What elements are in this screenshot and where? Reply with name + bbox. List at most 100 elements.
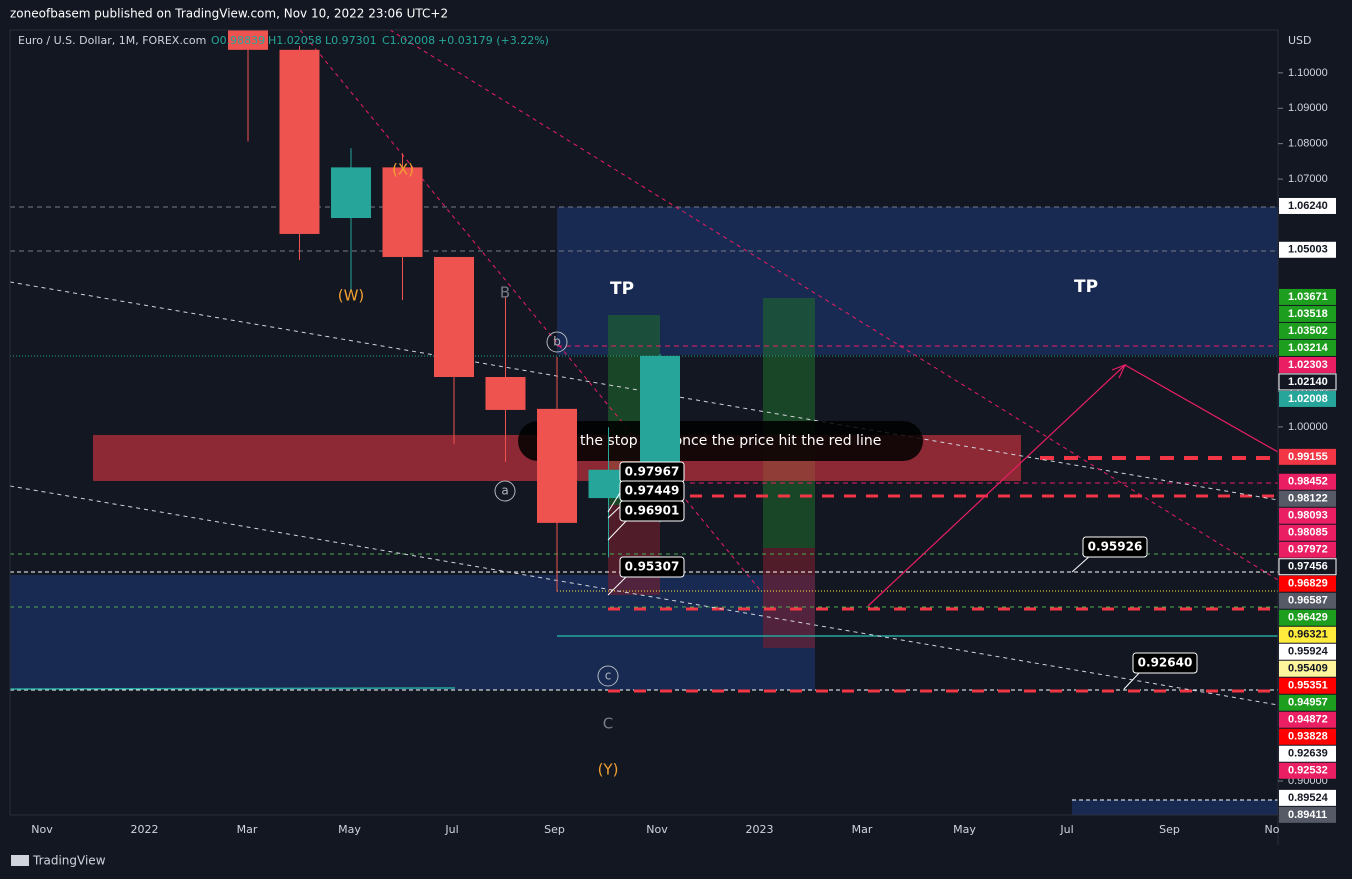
candle-body [640,355,680,465]
zone [1072,800,1278,815]
x-tick-label: Mar [237,823,258,836]
x-tick-label: No [1265,823,1280,836]
price-label-box [1279,490,1336,507]
wave-circle [494,480,516,502]
drawings [10,30,1278,801]
y-tick-label: 1.07000 [1288,173,1328,185]
price-label: 0.89411 [1288,809,1327,821]
callout-pointer [1071,554,1092,573]
price-label: 0.95924 [1288,646,1329,658]
price-label-box [1279,592,1336,609]
price-label: 0.99155 [1288,451,1328,463]
callout-pointer [1123,670,1142,690]
price-label: 0.95351 [1288,680,1328,692]
price-label: 0.98122 [1288,493,1328,505]
plot-area: the stop loss once the price hit the red… [10,30,1278,815]
demand-zone [10,575,815,690]
callout-pointer [607,574,629,596]
x-tick-label: Nov [31,823,53,836]
ohlc-high: H1.02058 [268,34,322,47]
wave-label: a [501,484,508,498]
candle-body [228,30,268,50]
price-label: 0.92532 [1288,765,1328,777]
published: zoneofbasem published on TradingView.com… [10,7,448,21]
price-label-box [1279,694,1336,711]
callout-pointer [607,518,629,541]
price-label-box [1279,728,1336,745]
price-label-box [1279,575,1336,592]
price-label: 0.96829 [1288,578,1328,590]
wave-label: TP [610,279,634,299]
wave-label: (W) [338,287,365,305]
wave-label: TP [1074,277,1098,297]
x-tick-label: May [338,823,361,836]
price-label-box [1278,373,1337,391]
price-label-box [1279,241,1336,258]
price-label-box [1279,473,1336,490]
candle-body [485,377,526,410]
price-label-box [1279,507,1336,524]
y-tick-label: 1.00000 [1288,421,1328,433]
frame [9,29,1279,816]
x-tick-label: Jul [1059,823,1073,836]
callout-text: 0.95307 [625,560,680,574]
candle-body [382,167,423,257]
price-label-box [1279,677,1336,694]
long-stop [763,548,815,648]
price-label: 0.96429 [1288,612,1328,624]
price-label-box [1279,448,1336,465]
price-label-box [1279,711,1336,728]
price-label: 1.02303 [1288,359,1328,371]
note-text: the stop loss once the price hit the red… [580,433,881,449]
wave-label: C [603,715,613,733]
trend-line [10,485,1278,706]
price-label-box [1279,288,1336,305]
callout-box [1082,536,1148,558]
price-label-box [1279,762,1336,779]
candles [228,30,680,592]
x-tick-label: Nov [646,823,668,836]
ohlc-open: O0.98839 [211,34,265,47]
callout-box [1132,652,1198,674]
x-tick-label: Jul [444,823,458,836]
wave-circle [597,665,619,687]
wave-circle [546,331,568,353]
y-tick-label: 1.09000 [1288,102,1328,114]
callout-text: 0.97967 [625,465,680,479]
price-label: 0.98093 [1288,510,1328,522]
trend-line [389,30,1278,581]
price-label: 1.03518 [1288,308,1328,320]
price-label: 0.98452 [1288,476,1328,488]
callout-text: 0.92640 [1138,656,1193,670]
price-label: 1.06240 [1288,200,1328,212]
x-tick-label: Sep [544,823,565,836]
wave-label: b [553,335,561,349]
callout-box [619,556,685,578]
price-label-box [1279,305,1336,322]
x-tick-label: Mar [852,823,873,836]
x-tick-label: 2023 [746,823,774,836]
price-label-box [1279,806,1336,823]
wave-label: (X) [392,161,414,179]
wave-label: B [500,284,510,302]
candle-body [331,167,371,219]
price-label: 0.97456 [1288,561,1328,573]
x-tick-label: May [953,823,976,836]
price-label: 0.96587 [1288,595,1328,607]
symbol: Euro / U.S. Dollar, 1M, FOREX.com [18,34,206,47]
arrow-head [1111,363,1127,379]
change: +0.03179 (+3.22%) [438,34,549,47]
price-label-box [1279,524,1336,541]
wave-label: (Y) [598,761,619,779]
x-tick-label: 2022 [131,823,159,836]
price-label: 0.94957 [1288,697,1328,709]
level-line [10,687,456,690]
price-label-box [1279,789,1336,806]
price-label: 0.89524 [1288,792,1329,804]
ohlc-close: C1.02008 [382,34,435,47]
price-label: 0.93828 [1288,731,1328,743]
price-label: 0.96321 [1288,629,1328,641]
currency: USD [1288,34,1312,47]
price-label-box [1279,745,1336,762]
price-label-box [1279,339,1336,356]
